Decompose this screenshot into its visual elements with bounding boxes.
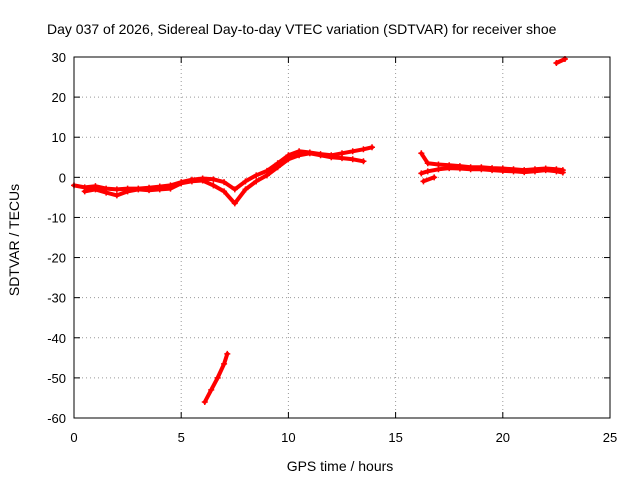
x-tick-label: 25 bbox=[603, 430, 617, 445]
data-point bbox=[418, 170, 425, 177]
data-point bbox=[201, 398, 208, 405]
x-axis-label: GPS time / hours bbox=[287, 458, 394, 474]
data-point bbox=[263, 172, 270, 179]
data-point bbox=[167, 185, 174, 192]
data-point bbox=[360, 158, 367, 165]
data-point bbox=[360, 146, 367, 153]
data-point bbox=[285, 156, 292, 163]
y-tick-label: -20 bbox=[47, 251, 66, 266]
y-tick-label: -30 bbox=[47, 291, 66, 306]
y-tick-label: 20 bbox=[52, 90, 66, 105]
data-point bbox=[231, 200, 238, 207]
data-point bbox=[242, 178, 249, 185]
data-point bbox=[231, 186, 238, 193]
data-point bbox=[424, 168, 431, 175]
data-point bbox=[210, 182, 217, 189]
data-point bbox=[221, 188, 228, 195]
data-point bbox=[424, 160, 431, 167]
data-point bbox=[242, 186, 249, 193]
data-point bbox=[542, 167, 549, 174]
data-point bbox=[124, 188, 131, 195]
series-band-5 bbox=[420, 174, 438, 185]
data-point bbox=[210, 176, 217, 183]
data-point bbox=[489, 167, 496, 174]
data-point bbox=[418, 150, 425, 157]
data-point bbox=[478, 166, 485, 173]
data-point bbox=[221, 360, 228, 367]
data-point bbox=[553, 168, 560, 175]
data-point bbox=[510, 168, 517, 175]
series-line bbox=[72, 145, 374, 192]
data-point bbox=[135, 186, 142, 193]
data-point bbox=[420, 178, 427, 185]
data-point bbox=[499, 167, 506, 174]
y-tick-label: 0 bbox=[59, 170, 66, 185]
data-point bbox=[349, 156, 356, 163]
data-point bbox=[553, 60, 560, 67]
data-point bbox=[188, 178, 195, 185]
plot-frame bbox=[73, 56, 611, 419]
data-point bbox=[208, 386, 215, 393]
data-point bbox=[467, 166, 474, 173]
data-point bbox=[92, 186, 99, 193]
data-series bbox=[71, 56, 568, 405]
data-point bbox=[81, 188, 88, 195]
data-point bbox=[274, 164, 281, 171]
data-point bbox=[224, 350, 231, 357]
series-band-2 bbox=[81, 150, 367, 207]
x-tick-label: 10 bbox=[281, 430, 295, 445]
data-point bbox=[456, 165, 463, 172]
data-point bbox=[306, 150, 313, 157]
series-line bbox=[82, 151, 366, 206]
data-point bbox=[253, 172, 260, 179]
data-point bbox=[531, 168, 538, 175]
y-tick-label: -40 bbox=[47, 331, 66, 346]
data-point bbox=[559, 169, 566, 176]
x-tick-label: 15 bbox=[388, 430, 402, 445]
data-point bbox=[253, 178, 260, 185]
y-axis-ticks: -60 -50 -40 -30 -20 -10 0 10 20 30 bbox=[47, 50, 610, 426]
data-point bbox=[103, 189, 110, 196]
data-point bbox=[339, 155, 345, 162]
y-tick-label: 10 bbox=[52, 130, 66, 145]
chart-title: Day 037 of 2026, Sidereal Day-to-day VTE… bbox=[47, 21, 557, 37]
x-tick-label: 5 bbox=[178, 430, 185, 445]
y-tick-label: 30 bbox=[52, 50, 66, 65]
data-point bbox=[435, 166, 442, 173]
data-point bbox=[521, 169, 528, 176]
x-tick-label: 0 bbox=[70, 430, 77, 445]
y-axis-label: SDTVAR / TECUs bbox=[6, 184, 22, 296]
data-point bbox=[199, 177, 206, 184]
y-tick-label: -50 bbox=[47, 371, 66, 386]
data-point bbox=[178, 180, 185, 187]
data-point bbox=[113, 192, 120, 199]
y-tick-label: -60 bbox=[47, 411, 66, 426]
y-tick-label: -10 bbox=[47, 210, 66, 225]
data-point bbox=[146, 187, 153, 194]
grid bbox=[74, 57, 610, 418]
data-point bbox=[328, 154, 335, 161]
x-axis-ticks: 0 5 10 15 20 25 bbox=[70, 57, 617, 445]
series-band-4 bbox=[418, 165, 566, 177]
data-point bbox=[349, 148, 356, 155]
data-point bbox=[296, 152, 303, 159]
data-point bbox=[446, 165, 453, 172]
data-point bbox=[369, 144, 376, 151]
series-band-6 bbox=[201, 350, 231, 405]
data-point bbox=[156, 186, 163, 193]
data-point bbox=[113, 186, 120, 193]
data-point bbox=[317, 152, 324, 159]
data-point bbox=[214, 374, 221, 381]
data-point bbox=[221, 179, 228, 186]
series-band-1 bbox=[71, 144, 376, 193]
series-band-7 bbox=[553, 56, 568, 67]
data-point bbox=[431, 174, 438, 181]
x-tick-label: 20 bbox=[496, 430, 510, 445]
